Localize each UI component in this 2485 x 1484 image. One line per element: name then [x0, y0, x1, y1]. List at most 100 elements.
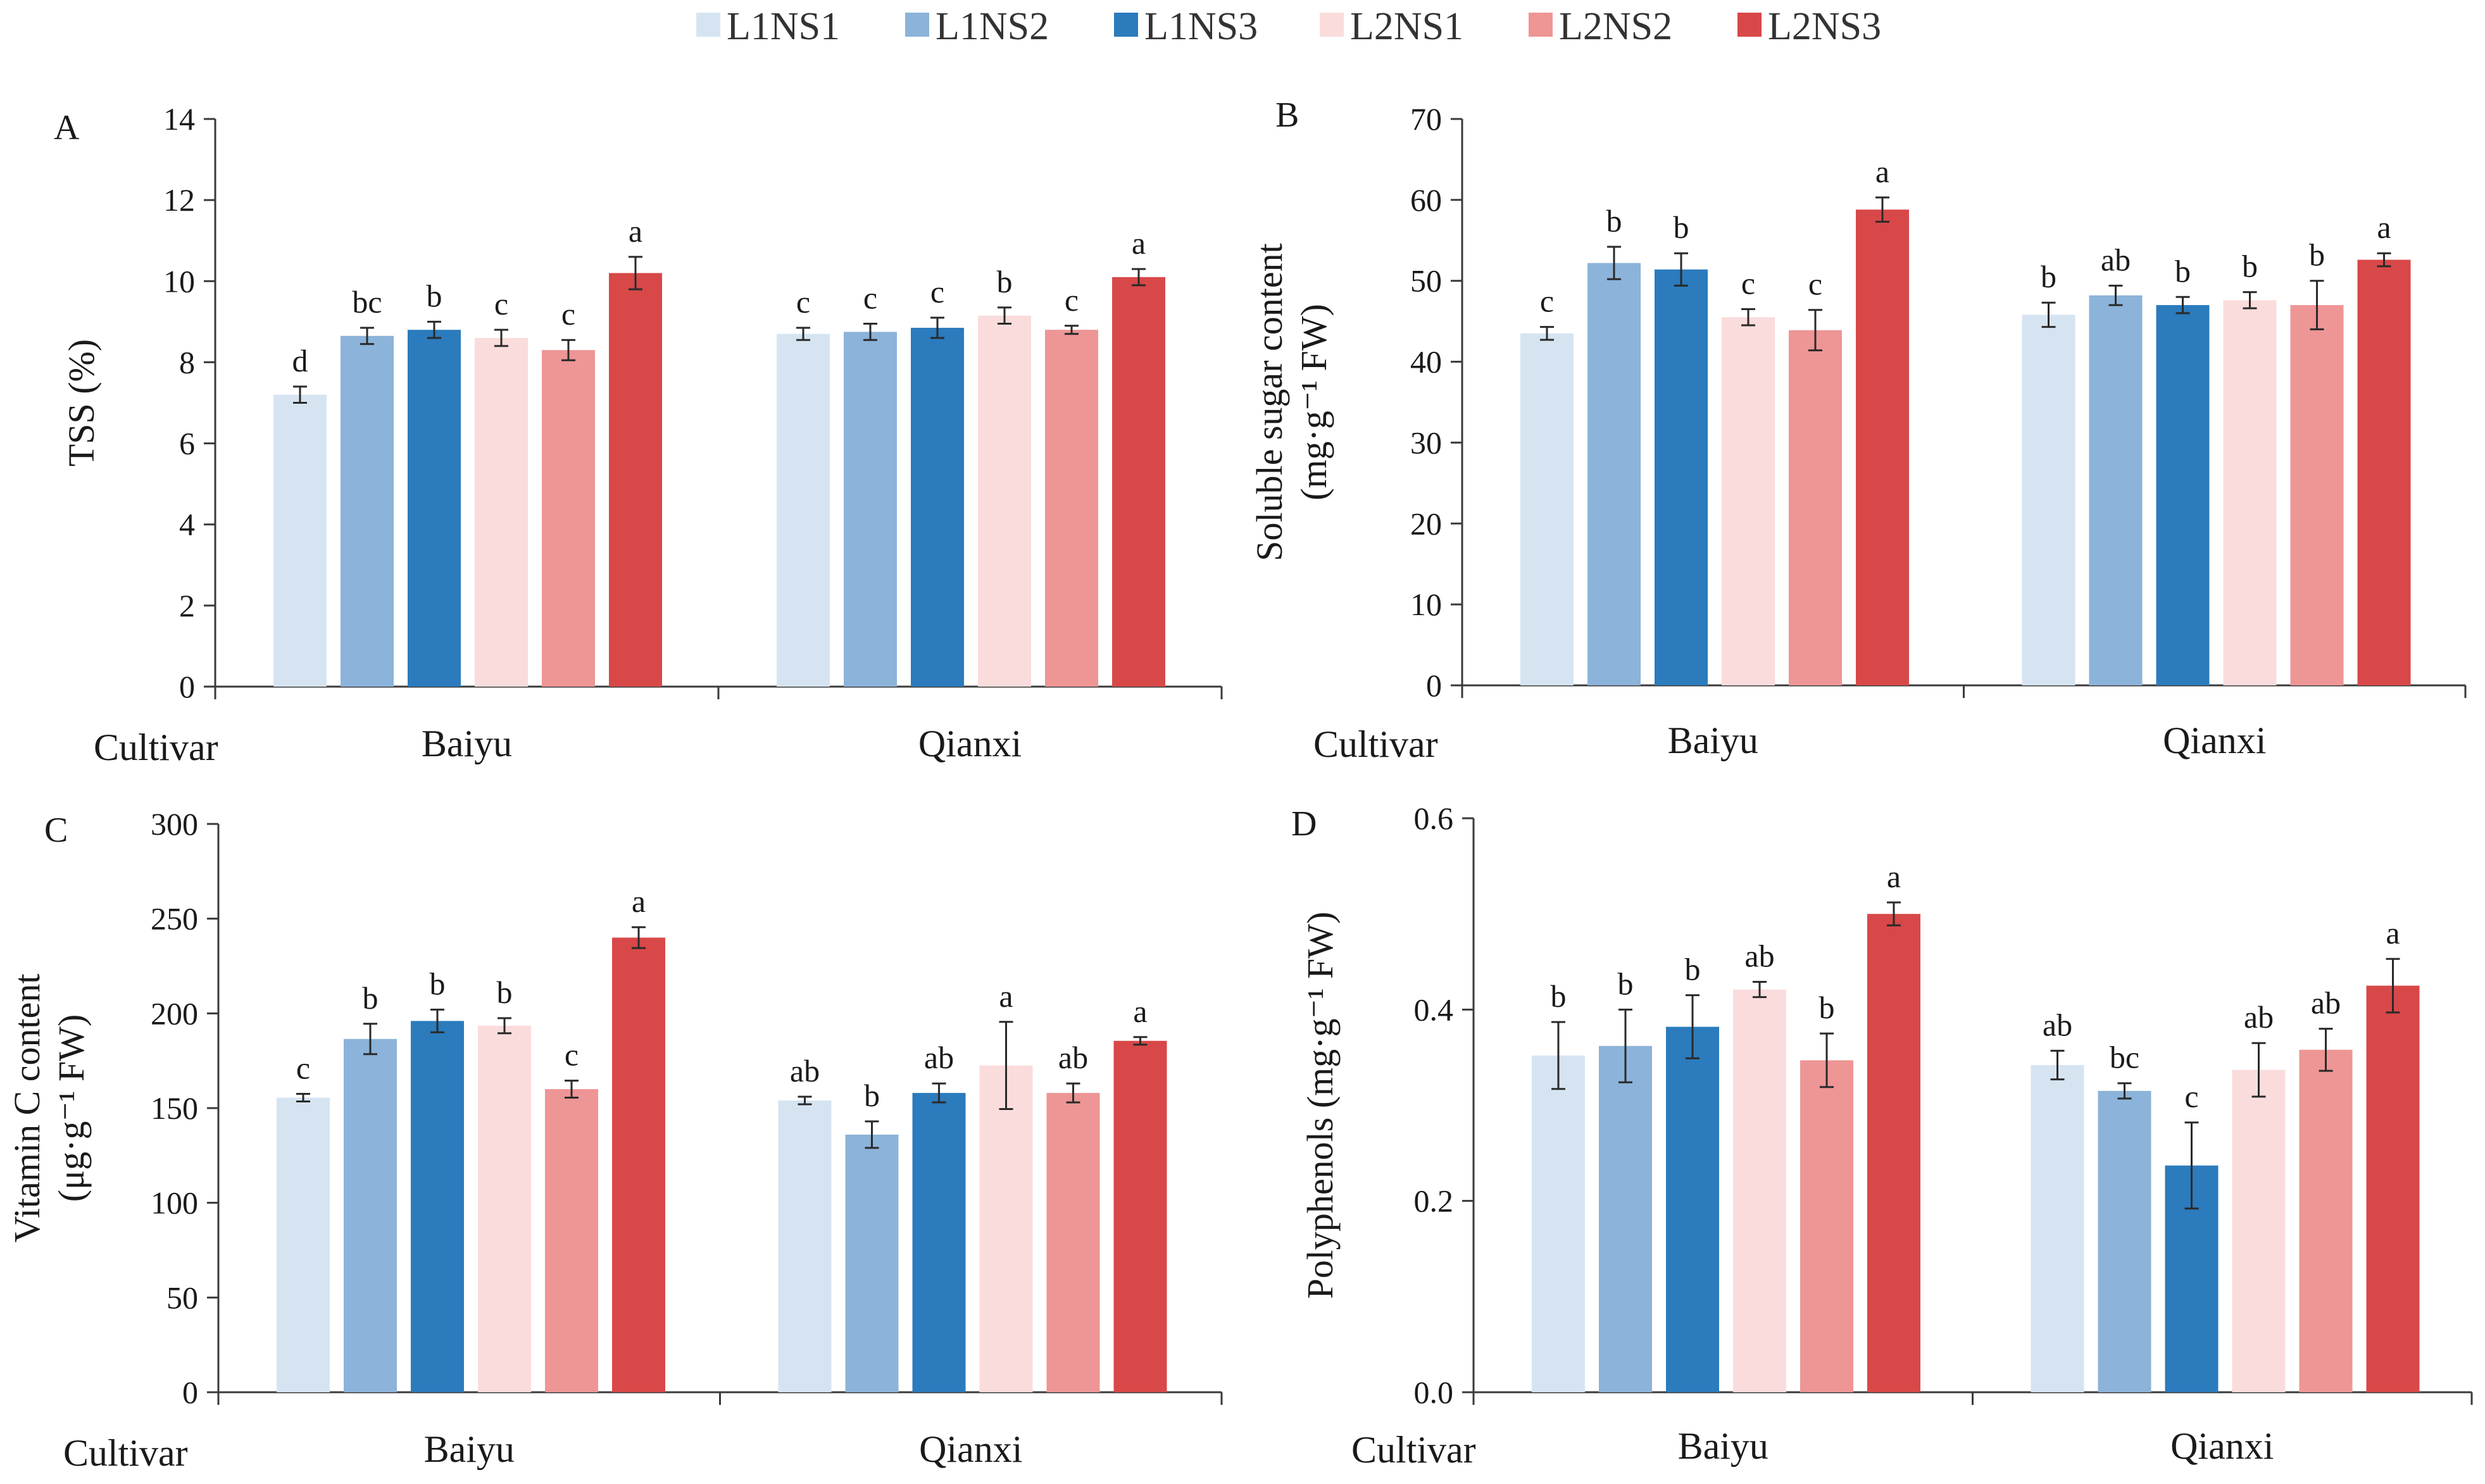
error-bar [2251, 1042, 2266, 1098]
y-tick-label: 12 [163, 182, 195, 218]
bar-l1ns2 [844, 332, 897, 687]
bar-l2ns2 [545, 1089, 598, 1392]
significance-letter: c [1065, 282, 1079, 318]
significance-letter: b [1674, 209, 1689, 245]
legend-item-l1ns2: L1NS2 [905, 5, 1049, 48]
y-axis-title: Vitamin C content [6, 973, 47, 1242]
error-bar [999, 1021, 1013, 1110]
significance-letter: c [930, 274, 944, 309]
bar-l1ns3 [912, 1093, 966, 1392]
bar-l1ns1 [777, 334, 830, 687]
bar-l1ns3 [411, 1021, 464, 1392]
bar-l2ns3 [2366, 985, 2420, 1392]
bar-l2ns2 [542, 350, 595, 687]
significance-letter: ab [924, 1040, 954, 1075]
cultivar-title: Cultivar [1313, 723, 1438, 765]
error-bar [293, 385, 307, 404]
panel-letter: A [54, 108, 80, 147]
y-tick-label: 100 [151, 1185, 198, 1221]
legend-swatch [1529, 13, 1553, 37]
bar-l2ns1 [2232, 1069, 2286, 1392]
significance-letter: c [2184, 1079, 2198, 1114]
error-bar [1066, 1082, 1080, 1104]
error-bar [1674, 252, 1688, 287]
y-tick-label: 200 [151, 995, 198, 1031]
bar-l2ns1 [979, 1065, 1033, 1392]
error-bar [1753, 980, 1767, 999]
y-tick-label: 0.4 [1414, 992, 1454, 1027]
error-bar [430, 1008, 444, 1033]
error-bar [632, 926, 646, 949]
error-bar [2310, 280, 2324, 330]
y-tick-label: 14 [163, 101, 195, 137]
y-tick-label: 300 [151, 806, 198, 842]
y-tick-label: 8 [179, 344, 195, 380]
error-bar [932, 1082, 946, 1104]
y-axis-unit: (mg·g⁻¹ FW) [1293, 304, 1334, 501]
error-bar [998, 306, 1011, 325]
significance-letter: b [1551, 978, 1567, 1014]
y-tick-label: 50 [1410, 263, 1442, 299]
bar-l1ns3 [911, 327, 964, 687]
error-bar [2041, 301, 2056, 328]
error-bar [2243, 291, 2257, 309]
category-label: Baiyu [422, 723, 512, 764]
significance-letter: c [296, 1051, 310, 1086]
y-tick-label: 2 [179, 588, 195, 623]
legend-label: L1NS3 [1144, 5, 1258, 48]
bar-l2ns1 [2223, 300, 2277, 685]
significance-letter: d [292, 343, 308, 378]
bar-l1ns1 [2031, 1065, 2084, 1392]
error-bar [865, 1120, 879, 1149]
significance-letter: ab [2101, 242, 2131, 277]
significance-letter: ab [2244, 999, 2274, 1035]
bar-l2ns2 [1046, 1093, 1100, 1392]
legend-label: L2NS3 [1768, 5, 1881, 48]
y-axis-title: Polyphenols (mg·g⁻¹ FW) [1299, 912, 1341, 1299]
error-bar [2050, 1049, 2065, 1081]
y-tick-label: 0 [182, 1375, 198, 1410]
y-tick-label: 0 [179, 669, 195, 704]
significance-letter: c [561, 296, 575, 332]
cultivar-title: Cultivar [94, 726, 218, 768]
significance-letter: c [796, 284, 810, 320]
significance-letter: b [1606, 203, 1622, 239]
bar-l1ns3 [2156, 305, 2210, 686]
bar-l1ns3 [1655, 269, 1708, 685]
significance-letter: c [494, 286, 508, 321]
significance-letter: a [2377, 209, 2391, 245]
error-bar [1808, 309, 1822, 352]
significance-letter: c [1741, 265, 1755, 301]
bar-l2ns1 [1722, 317, 1775, 685]
y-tick-label: 150 [151, 1090, 198, 1126]
y-tick-label: 6 [179, 426, 195, 461]
error-bar [2184, 1121, 2199, 1210]
error-bar [2175, 296, 2190, 315]
error-bar [494, 328, 508, 347]
bar-l1ns2 [2089, 295, 2143, 685]
error-bar [796, 327, 810, 341]
significance-letter: a [1133, 994, 1147, 1029]
bar-l2ns1 [478, 1025, 531, 1392]
panel-d: D 0.0 0.2 0.4 0.6 Baiyu Qianxi Cultivar Polyphen… [1291, 801, 2473, 1471]
y-tick-label: 30 [1410, 425, 1442, 460]
bar-l1ns2 [1599, 1045, 1652, 1392]
bar-l1ns2 [1587, 263, 1641, 686]
significance-letter: b [1618, 966, 1634, 1001]
legend-item-l2ns2: L2NS2 [1529, 5, 1672, 48]
significance-letter: b [2041, 259, 2056, 294]
bar-l2ns1 [1733, 989, 1786, 1392]
bar-l2ns3 [1112, 277, 1165, 687]
significance-letter: a [1887, 859, 1901, 894]
significance-letter: ab [2311, 985, 2341, 1021]
legend-swatch [905, 13, 929, 37]
legend-swatch [1320, 13, 1344, 37]
legend-swatch [1737, 13, 1762, 37]
significance-letter: b [2175, 253, 2191, 289]
significance-letter: b [497, 975, 513, 1010]
y-tick-label: 0.0 [1414, 1375, 1454, 1410]
y-tick-label: 0 [1426, 668, 1442, 703]
error-bar [360, 327, 374, 346]
bar-l1ns2 [845, 1134, 899, 1392]
y-tick-label: 50 [166, 1280, 198, 1315]
